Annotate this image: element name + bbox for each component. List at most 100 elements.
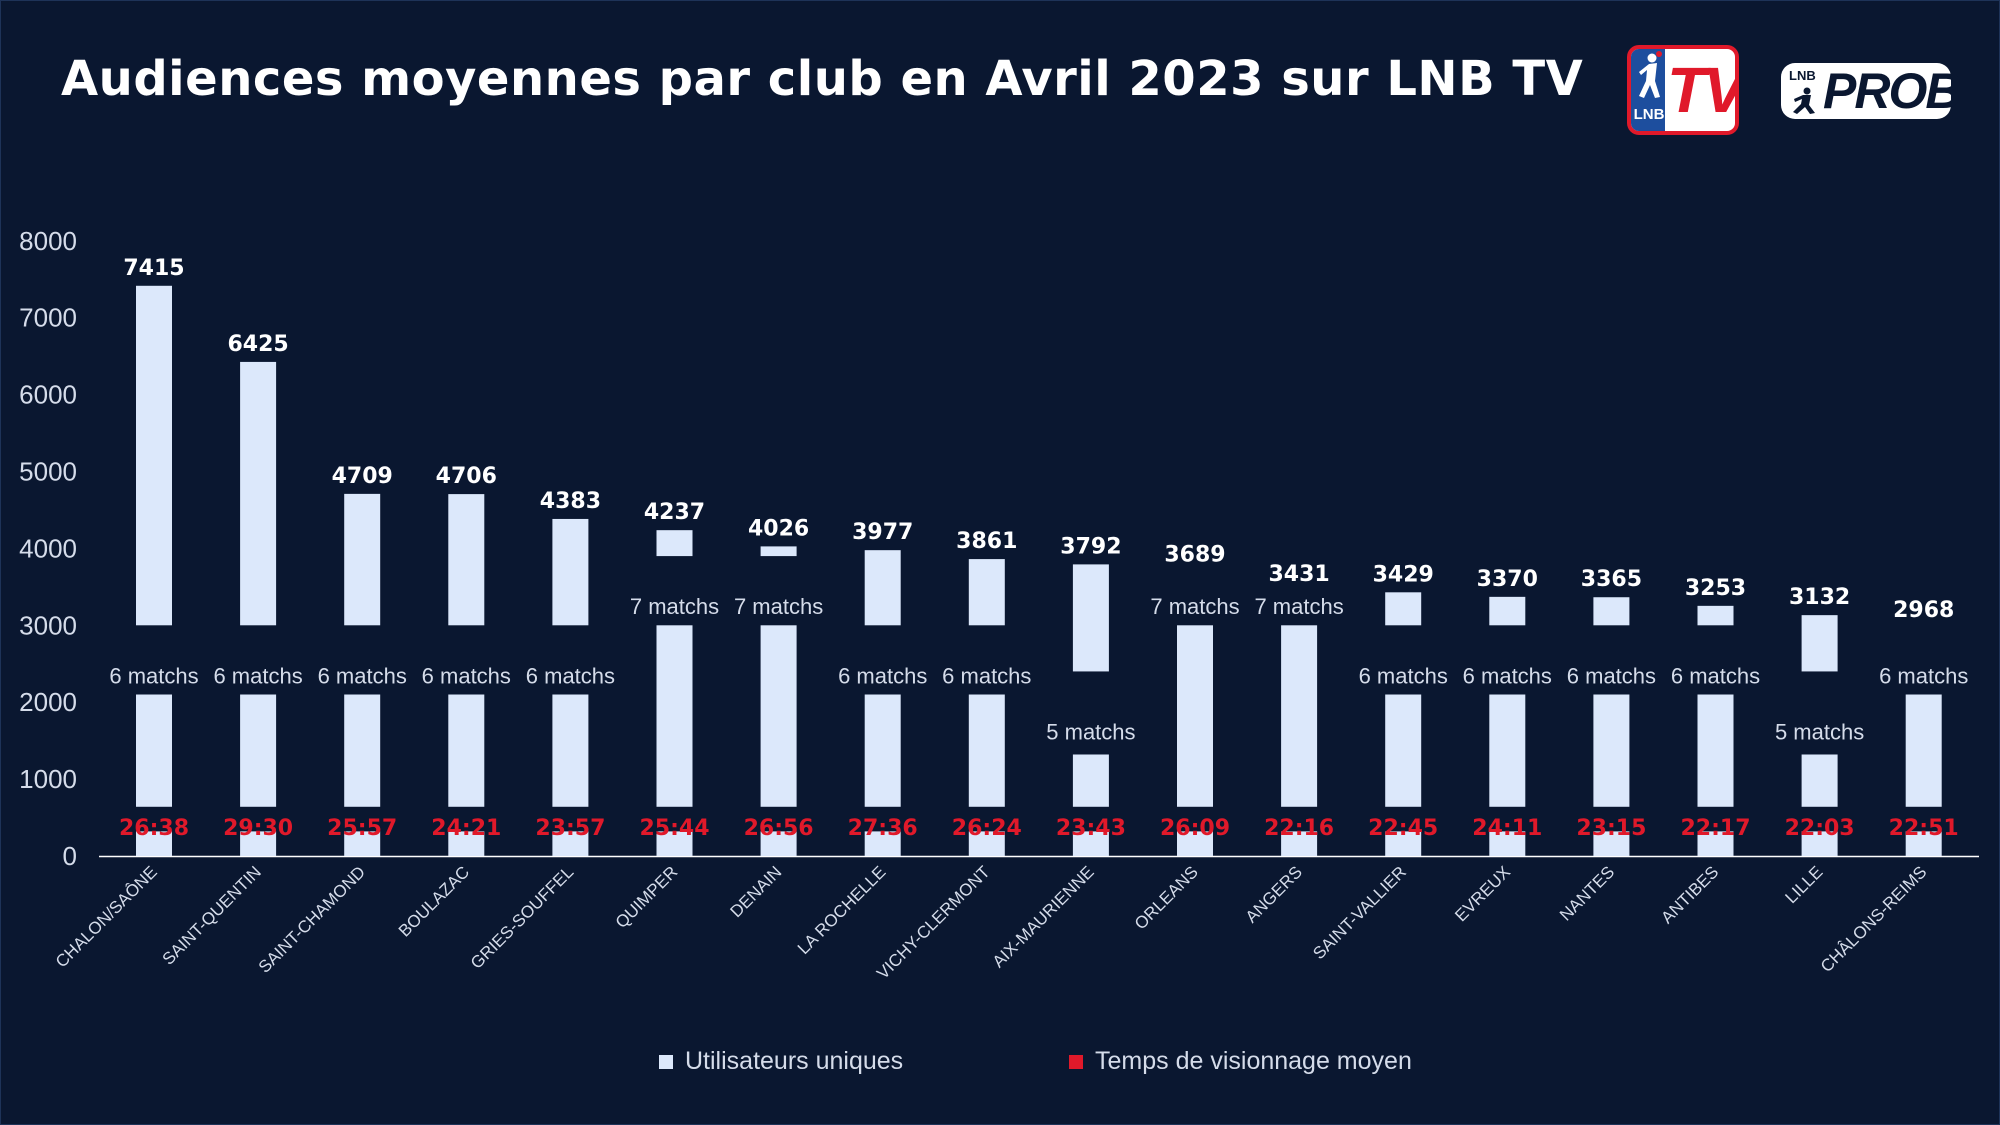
y-tick-label: 1000 — [19, 764, 77, 794]
y-tick-label: 8000 — [19, 226, 77, 256]
bar-value-label: 6425 — [227, 332, 288, 357]
x-tick-label: ANGERS — [1242, 862, 1306, 926]
bar-segment — [1072, 831, 1109, 856]
legend-label-time: Temps de visionnage moyen — [1095, 1047, 1412, 1075]
bar-segment — [1697, 831, 1734, 856]
time-label: 22:16 — [1264, 816, 1334, 841]
x-tick-label: VICHY-CLERMONT — [873, 862, 994, 983]
bar-segment — [1281, 625, 1318, 807]
y-tick-label: 0 — [63, 841, 77, 871]
bar-value-label: 2968 — [1893, 598, 1954, 623]
bar-segment — [1801, 754, 1838, 807]
bar-value-label: 3132 — [1789, 585, 1850, 610]
bar-segment — [1177, 831, 1213, 856]
bar-segment — [656, 530, 693, 557]
bar-segment — [1905, 831, 1942, 856]
time-label: 22:51 — [1889, 816, 1959, 841]
x-tick-label: SAINT-QUENTIN — [159, 862, 265, 968]
basketball-player-icon — [1793, 87, 1815, 114]
matches-label: 7 matchs — [630, 594, 719, 619]
matches-label: 6 matchs — [1879, 663, 1968, 688]
bar-segment — [344, 493, 381, 626]
bar-segment — [136, 694, 172, 807]
matches-label: 6 matchs — [942, 663, 1031, 688]
bar-segment — [1697, 694, 1734, 807]
matches-label: 5 matchs — [1775, 719, 1864, 744]
x-tick-label: NANTES — [1556, 862, 1618, 924]
chart-title: Audiences moyennes par club en Avril 202… — [61, 51, 1584, 107]
matches-label: 7 matchs — [734, 594, 823, 619]
bar-value-label: 3370 — [1477, 567, 1538, 592]
x-tick-label: ANTIBES — [1657, 862, 1722, 927]
bar-value-label: 4706 — [436, 464, 497, 489]
bar-segment — [760, 546, 797, 557]
bar-value-label: 3429 — [1373, 562, 1434, 587]
time-label: 27:36 — [848, 816, 918, 841]
matches-label: 6 matchs — [526, 663, 615, 688]
bar-segment — [552, 831, 589, 856]
y-tick-label: 5000 — [19, 457, 77, 487]
lnb-prob-logo-small-text: LNB — [1789, 68, 1816, 83]
legend-item-users: Utilisateurs uniques — [659, 1047, 903, 1076]
bar-segment — [1489, 694, 1526, 807]
time-label: 26:56 — [744, 816, 814, 841]
time-label: 23:43 — [1056, 816, 1126, 841]
x-tick-label: QUIMPER — [612, 862, 682, 932]
bar-segment — [1281, 831, 1318, 856]
bar-segment — [1177, 625, 1213, 807]
bar-segment — [240, 361, 277, 626]
time-label: 22:17 — [1680, 816, 1750, 841]
y-tick-label: 7000 — [19, 303, 77, 333]
bar-segment — [1905, 694, 1942, 807]
legend-swatch-users — [659, 1054, 673, 1069]
bar-segment — [1489, 831, 1526, 856]
bar-value-label: 4383 — [540, 489, 601, 514]
bar-value-label: 3365 — [1581, 567, 1642, 592]
matches-label: 6 matchs — [422, 663, 511, 688]
bar-value-label: 3861 — [956, 529, 1017, 554]
bar-segment — [864, 550, 901, 626]
lnb-tv-logo-text: TV — [1667, 54, 1739, 126]
bar-segment — [448, 831, 485, 856]
matches-label: 6 matchs — [1671, 663, 1760, 688]
matches-label: 6 matchs — [213, 663, 302, 688]
lnb-tv-logo-small-text: LNB — [1633, 106, 1665, 123]
matches-label: 6 matchs — [1567, 663, 1656, 688]
bar-segment — [656, 625, 693, 807]
time-label: 23:57 — [535, 816, 605, 841]
bar-segment — [760, 625, 797, 807]
x-tick-label: DENAIN — [727, 862, 786, 921]
bar-segment — [1385, 592, 1422, 626]
matches-label: 6 matchs — [1359, 663, 1448, 688]
x-tick-label: SAINT-VALLIER — [1309, 862, 1410, 963]
bar-value-label: 3431 — [1268, 562, 1329, 587]
bar-segment — [1593, 831, 1630, 856]
matches-label: 7 matchs — [1254, 594, 1343, 619]
bar-segment — [136, 831, 172, 856]
lnb-prob-logo-text: PROB — [1823, 63, 1961, 119]
legend-item-time: Temps de visionnage moyen — [1069, 1047, 1412, 1076]
matches-label: 6 matchs — [109, 663, 198, 688]
y-tick-label: 6000 — [19, 380, 77, 410]
y-tick-label: 4000 — [19, 533, 77, 563]
matches-label: 6 matchs — [318, 663, 407, 688]
bar-value-label: 4709 — [332, 464, 393, 489]
time-label: 24:11 — [1472, 816, 1542, 841]
time-label: 25:44 — [639, 816, 709, 841]
x-tick-label: LA ROCHELLE — [794, 862, 890, 958]
bar-segment — [240, 694, 277, 807]
time-label: 22:03 — [1785, 816, 1855, 841]
bar-segment — [552, 694, 589, 807]
matches-label: 6 matchs — [838, 663, 927, 688]
bar-value-label: 4237 — [644, 500, 705, 525]
matches-label: 6 matchs — [1463, 663, 1552, 688]
bar-value-label: 3253 — [1685, 576, 1746, 601]
time-label: 23:15 — [1576, 816, 1646, 841]
basketball-player-icon — [1639, 51, 1662, 98]
time-label: 29:30 — [223, 816, 293, 841]
matches-label: 5 matchs — [1046, 719, 1135, 744]
bar-segment — [864, 694, 901, 807]
bar-value-label: 7415 — [123, 256, 184, 281]
